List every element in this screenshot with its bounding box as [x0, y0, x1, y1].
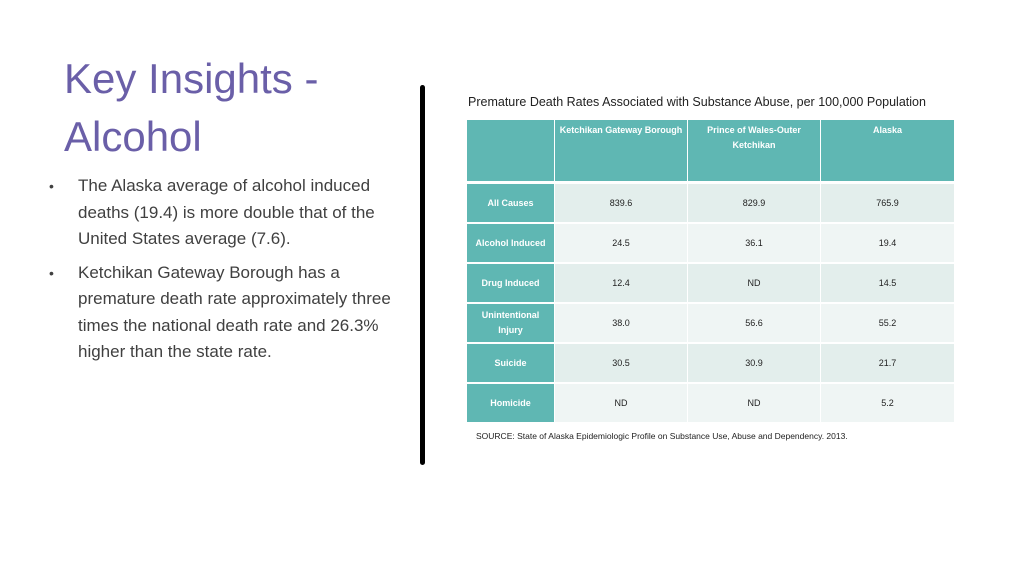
table-cell: 55.2: [821, 304, 954, 344]
row-label: Drug Induced: [467, 264, 555, 304]
insight-bullet: • The Alaska average of alcohol induced …: [46, 173, 406, 253]
table-row: Alcohol Induced 24.5 36.1 19.4: [467, 224, 954, 264]
table-cell: ND: [688, 264, 821, 304]
table-cell: 38.0: [555, 304, 688, 344]
table-row: All Causes 839.6 829.9 765.9: [467, 184, 954, 224]
table-cell: 829.9: [688, 184, 821, 224]
table-header-row: Ketchikan Gateway Borough Prince of Wale…: [467, 120, 954, 181]
bullet-icon: •: [49, 178, 54, 194]
table-cell: 24.5: [555, 224, 688, 264]
row-label: Unintentional Injury: [467, 304, 555, 344]
table-title: Premature Death Rates Associated with Su…: [468, 95, 926, 109]
source-note: SOURCE: State of Alaska Epidemiologic Pr…: [476, 431, 848, 441]
header-cell-empty: [467, 120, 555, 181]
table-cell: 36.1: [688, 224, 821, 264]
row-label: Alcohol Induced: [467, 224, 555, 264]
table-cell: 14.5: [821, 264, 954, 304]
table-row: Unintentional Injury 38.0 56.6 55.2: [467, 304, 954, 344]
table-cell: 12.4: [555, 264, 688, 304]
table-cell: 19.4: [821, 224, 954, 264]
table-row: Suicide 30.5 30.9 21.7: [467, 344, 954, 384]
row-label: Homicide: [467, 384, 555, 424]
death-rates-table: Ketchikan Gateway Borough Prince of Wale…: [467, 120, 954, 424]
header-cell-ketchikan: Ketchikan Gateway Borough: [555, 120, 688, 181]
table-cell: 30.9: [688, 344, 821, 384]
page-title: Key Insights - Alcohol: [64, 55, 319, 160]
table-cell: 765.9: [821, 184, 954, 224]
insight-text: Ketchikan Gateway Borough has a prematur…: [78, 262, 391, 362]
table-row: Homicide ND ND 5.2: [467, 384, 954, 424]
bullet-icon: •: [49, 264, 54, 281]
row-label: All Causes: [467, 184, 555, 224]
insights-list: • The Alaska average of alcohol induced …: [46, 173, 406, 373]
row-label: Suicide: [467, 344, 555, 384]
table-cell: 5.2: [821, 384, 954, 424]
table-cell: ND: [688, 384, 821, 424]
table-cell: 21.7: [821, 344, 954, 384]
header-cell-prince-of-wales: Prince of Wales-Outer Ketchikan: [688, 120, 821, 181]
table-cell: 30.5: [555, 344, 688, 384]
insight-bullet: • Ketchikan Gateway Borough has a premat…: [46, 260, 406, 366]
header-cell-alaska: Alaska: [821, 120, 954, 181]
table-cell: ND: [555, 384, 688, 424]
table-cell: 56.6: [688, 304, 821, 344]
table-cell: 839.6: [555, 184, 688, 224]
vertical-divider: [420, 85, 425, 465]
insight-text: The Alaska average of alcohol induced de…: [78, 176, 375, 248]
table-row: Drug Induced 12.4 ND 14.5: [467, 264, 954, 304]
